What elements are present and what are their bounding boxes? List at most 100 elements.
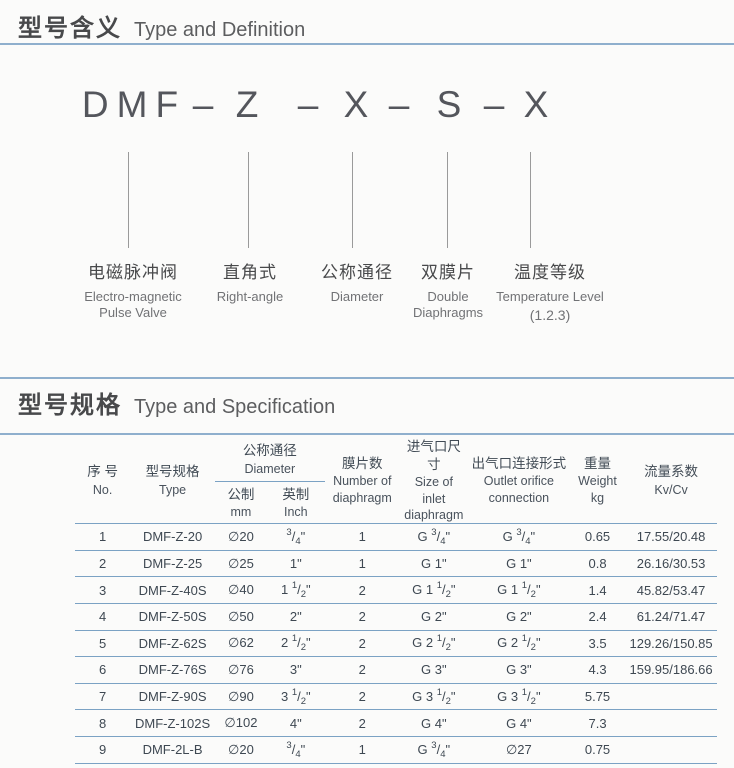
- connector-line: [248, 152, 249, 248]
- cell-weight: 5.75: [569, 683, 626, 711]
- cell-diaphragms: 2: [324, 603, 400, 631]
- cell-diaphragms: 2: [324, 576, 400, 604]
- cell-type: DMF-Z-50S: [130, 603, 215, 631]
- cell-type: DMF-Z-62S: [130, 630, 215, 658]
- cell-type: DMF-Z-40S: [130, 576, 215, 604]
- label-zh: 温度等级: [514, 263, 586, 282]
- cell-mm: ∅76: [214, 656, 267, 684]
- formula-angle-code: Z: [235, 84, 259, 125]
- cell-outlet: ∅27: [467, 736, 570, 764]
- col-header-outlet: 出气口连接形式 Outlet orifice connection: [467, 438, 570, 525]
- cell-inch: 4": [266, 709, 325, 737]
- connector-line: [352, 152, 353, 248]
- cell-outlet: G 1": [467, 550, 570, 578]
- cell-inlet: G 3 1/2": [399, 683, 468, 711]
- cell-inlet: G 3/4": [399, 523, 468, 551]
- cell-outlet: G 3/4": [467, 523, 570, 551]
- cell-inch: 3 1/2": [266, 683, 325, 711]
- cell-no: 9: [75, 736, 131, 764]
- cell-outlet: G 2 1/2": [467, 630, 570, 658]
- cell-weight: 7.3: [569, 709, 626, 737]
- label-diameter: 公称通径 Diameter: [277, 258, 437, 305]
- cell-no: 5: [75, 630, 131, 658]
- label-temperature-level: 温度等级 Temperature Level (1.2.3): [470, 258, 630, 325]
- cell-inlet: G 3": [399, 656, 468, 684]
- cell-mm: ∅40: [214, 576, 267, 604]
- col-header-no: 序 号 No.: [75, 438, 131, 525]
- cell-outlet: G 1 1/2": [467, 576, 570, 604]
- formula-dash: –: [388, 84, 410, 125]
- label-en: Temperature Level (1.2.3): [496, 289, 604, 324]
- label-en: Diameter: [330, 289, 384, 304]
- label-en: Electro-magnetic Pulse Valve: [84, 289, 182, 321]
- cell-no: 2: [75, 550, 131, 578]
- section1-title-zh: 型号含义: [18, 15, 122, 42]
- cell-diaphragms: 1: [324, 523, 400, 551]
- cell-type: DMF-Z-76S: [130, 656, 215, 684]
- cell-diaphragms: 2: [324, 630, 400, 658]
- cell-weight: 2.4: [569, 603, 626, 631]
- cell-type: DMF-Z-102S: [130, 709, 215, 737]
- col-header-type: 型号规格 Type: [130, 438, 215, 525]
- cell-inlet: G 2 1/2": [399, 630, 468, 658]
- label-zh: 电磁脉冲阀: [88, 263, 178, 282]
- label-double-diaphragms: 双膜片 Double Diaphragms: [393, 258, 503, 322]
- cell-diaphragms: 1: [324, 736, 400, 764]
- label-en: Double Diaphragms: [412, 289, 484, 321]
- connector-line: [530, 152, 531, 248]
- cell-inch: 1": [266, 550, 325, 578]
- cell-inch: 2": [266, 603, 325, 631]
- cell-inlet: G 3/4": [399, 736, 468, 764]
- cell-outlet: G 3": [467, 656, 570, 684]
- cell-kvcv: [625, 736, 717, 764]
- cell-kvcv: 61.24/71.47: [625, 603, 717, 631]
- formula-series: DMF: [81, 84, 187, 125]
- cell-mm: ∅62: [214, 630, 267, 658]
- cell-kvcv: [625, 709, 717, 737]
- section2-bottom-divider: [0, 433, 734, 435]
- cell-type: DMF-Z-25: [130, 550, 215, 578]
- cell-diaphragms: 2: [324, 709, 400, 737]
- cell-mm: ∅20: [214, 736, 267, 764]
- cell-no: 6: [75, 656, 131, 684]
- cell-outlet: G 4": [467, 709, 570, 737]
- cell-inlet: G 1": [399, 550, 468, 578]
- cell-weight: 3.5: [569, 630, 626, 658]
- col-header-diameter: 公称通径 Diameter: [214, 438, 325, 483]
- cell-inlet: G 2": [399, 603, 468, 631]
- section2-header: 型号规格 Type and Specification: [18, 385, 335, 420]
- cell-type: DMF-2L-B: [130, 736, 215, 764]
- cell-no: 8: [75, 709, 131, 737]
- cell-kvcv: 45.82/53.47: [625, 576, 717, 604]
- cell-mm: ∅102: [214, 709, 267, 737]
- formula-temperature-code: X: [523, 84, 549, 125]
- table-row: 2 DMF-Z-25 ∅25 1" 1 G 1" G 1" 0.8 26.16/30.53: [75, 550, 717, 578]
- table-row: 9 DMF-2L-B ∅20 3/4" 1 G 3/4" ∅27 0.75: [75, 736, 717, 764]
- cell-type: DMF-Z-20: [130, 523, 215, 551]
- table-row: 5 DMF-Z-62S ∅62 2 1/2" 2 G 2 1/2" G 2 1/2" 3.5 1…: [75, 630, 717, 658]
- table-row: 4 DMF-Z-50S ∅50 2" 2 G 2" G 2" 2.4 61.24/71.47: [75, 603, 717, 631]
- col-header-diaphragm-count: 膜片数 Number of diaphragm: [324, 438, 400, 525]
- cell-diaphragms: 2: [324, 656, 400, 684]
- col-header-inlet: 进气口尺寸 Size of inlet diaphragm: [399, 438, 468, 525]
- table-row: 7 DMF-Z-90S ∅90 3 1/2" 2 G 3 1/2" G 3 1/2" 5.75: [75, 683, 717, 711]
- cell-inch: 3/4": [266, 736, 325, 764]
- cell-outlet: G 3 1/2": [467, 683, 570, 711]
- cell-inlet: G 1 1/2": [399, 576, 468, 604]
- cell-kvcv: 129.26/150.85: [625, 630, 717, 658]
- cell-weight: 0.8: [569, 550, 626, 578]
- formula-dash: –: [483, 84, 505, 125]
- cell-weight: 4.3: [569, 656, 626, 684]
- cell-diaphragms: 1: [324, 550, 400, 578]
- label-pulse-valve: 电磁脉冲阀 Electro-magnetic Pulse Valve: [53, 258, 213, 322]
- col-header-imperial: 英制 Inch: [266, 481, 325, 525]
- cell-no: 1: [75, 523, 131, 551]
- table-row: 8 DMF-Z-102S ∅102 4" 2 G 4" G 4" 7.3: [75, 709, 717, 737]
- cell-inch: 3/4": [266, 523, 325, 551]
- section1-title-en: Type and Definition: [134, 19, 306, 41]
- cell-weight: 0.75: [569, 736, 626, 764]
- formula-diameter-code: X: [343, 84, 369, 125]
- cell-mm: ∅20: [214, 523, 267, 551]
- cell-no: 4: [75, 603, 131, 631]
- label-zh: 直角式: [223, 263, 277, 282]
